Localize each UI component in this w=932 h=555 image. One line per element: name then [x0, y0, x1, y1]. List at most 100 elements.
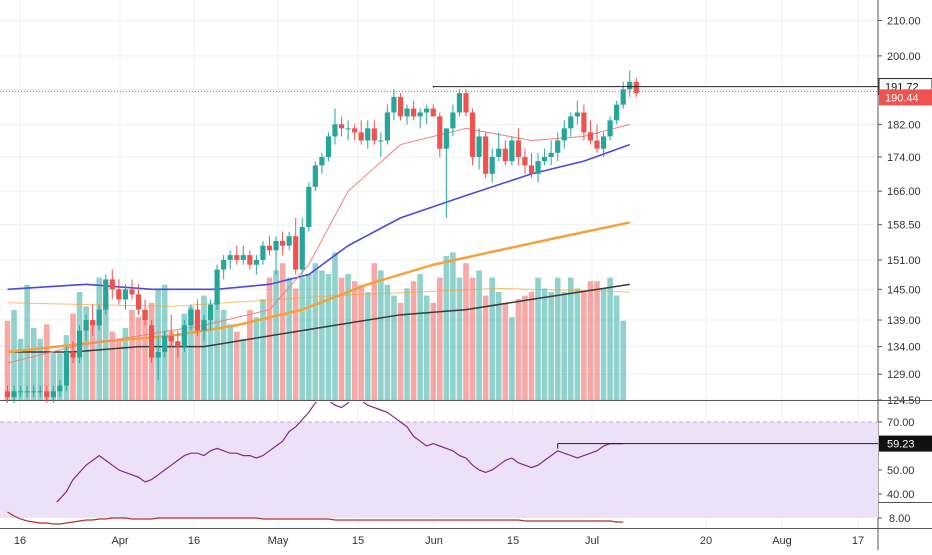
volume-bar	[135, 317, 142, 400]
volume-bar	[24, 284, 30, 400]
candle-body	[378, 140, 384, 142]
candle-body	[614, 104, 620, 121]
volume-bar	[443, 256, 450, 400]
volume-bar	[404, 288, 410, 400]
volume-bar	[188, 306, 194, 400]
volume-bar	[554, 277, 561, 400]
candle-body	[109, 279, 115, 290]
price-tick-label: 210.00	[887, 15, 921, 27]
candle-body	[450, 112, 456, 129]
price-tick-label: 182.00	[887, 119, 921, 131]
volume-bar	[319, 270, 325, 400]
volume-bar	[292, 288, 299, 400]
volume-bar	[240, 338, 247, 400]
candle-body	[299, 227, 305, 270]
volume-bar	[351, 281, 358, 400]
candle-body	[214, 269, 220, 305]
volume-bar	[260, 299, 266, 400]
volume-bar	[175, 342, 181, 400]
volume-bar	[253, 317, 260, 400]
moving-average-orange	[7, 221, 631, 354]
candle-body	[325, 136, 332, 157]
rsi-line	[56, 402, 624, 502]
candle-body	[70, 352, 76, 358]
candle-body	[391, 96, 397, 113]
volume-bar	[378, 270, 384, 400]
moving-average-red	[7, 123, 630, 364]
candle-body	[155, 352, 161, 358]
volume-bar	[489, 277, 495, 400]
volume-bar	[142, 310, 148, 400]
candle-body	[627, 81, 633, 90]
candle-body	[194, 309, 201, 331]
candle-body	[456, 93, 463, 113]
candle-body	[600, 136, 607, 149]
candle-body	[443, 128, 449, 149]
candle-body	[607, 120, 613, 137]
volume-bar	[522, 295, 528, 400]
candle-body	[44, 391, 50, 398]
time-tick-label: Jun	[425, 535, 443, 547]
candle-body	[129, 289, 135, 295]
candle-body	[424, 108, 430, 113]
price-tick-label: 174.00	[887, 152, 921, 164]
volume-average-line	[7, 287, 630, 307]
bottom-indicator-label: 8.00	[889, 513, 910, 525]
candle-body	[417, 112, 423, 117]
time-tick-label: 17	[852, 535, 864, 547]
candle-body	[430, 108, 436, 117]
candle-body	[293, 236, 299, 270]
candle-body	[76, 330, 83, 358]
candle-body	[286, 236, 292, 246]
bottom-indicator-line	[7, 511, 624, 525]
price-tick-label: 166.00	[887, 186, 921, 198]
volume-bar	[181, 313, 188, 400]
volume-bar	[456, 277, 463, 400]
candle-body	[384, 112, 390, 141]
volume-bar	[561, 292, 568, 400]
bottom-indicator-pane: 8.00	[7, 511, 910, 525]
candle-body	[31, 391, 37, 393]
volume-bar	[207, 306, 214, 400]
volume-bar	[535, 277, 541, 400]
volume-bar	[11, 310, 17, 400]
candle-body	[122, 289, 128, 300]
volume-bar	[109, 331, 116, 400]
volume-bar	[358, 284, 364, 400]
volume-bar	[364, 292, 371, 400]
time-tick-label: 16	[14, 535, 26, 547]
candle-body	[548, 152, 554, 157]
volume-bar	[57, 353, 63, 400]
volume-bar	[129, 310, 135, 400]
volume-bar	[482, 295, 489, 400]
candle-body	[162, 335, 168, 353]
candle-body	[535, 161, 541, 174]
candle-body	[345, 128, 351, 130]
volume-bar	[325, 274, 332, 400]
candle-body	[496, 148, 502, 157]
candle-body	[404, 108, 410, 117]
rsi-value-text: 59.23	[887, 439, 915, 451]
volume-bar	[463, 263, 469, 400]
candle-body	[221, 259, 227, 270]
volume-bar	[423, 295, 430, 400]
candle-body	[594, 140, 600, 149]
candle-body	[463, 93, 469, 113]
candle-body	[103, 279, 109, 310]
price-tick-label: 134.00	[887, 342, 921, 354]
volume-bar	[469, 277, 476, 400]
volume-bar	[594, 281, 600, 400]
moving-average-black	[7, 283, 630, 353]
price-tick-label: 151.00	[887, 255, 921, 267]
candle-body	[207, 304, 214, 321]
volume-bar	[338, 277, 345, 400]
candle-body	[201, 320, 207, 331]
candles	[4, 70, 639, 403]
volume-bar	[50, 353, 57, 400]
time-tick-label: Jul	[585, 535, 599, 547]
candle-body	[63, 352, 70, 386]
resistance-line	[432, 86, 878, 88]
rsi-tick-label: 40.00	[887, 489, 915, 501]
